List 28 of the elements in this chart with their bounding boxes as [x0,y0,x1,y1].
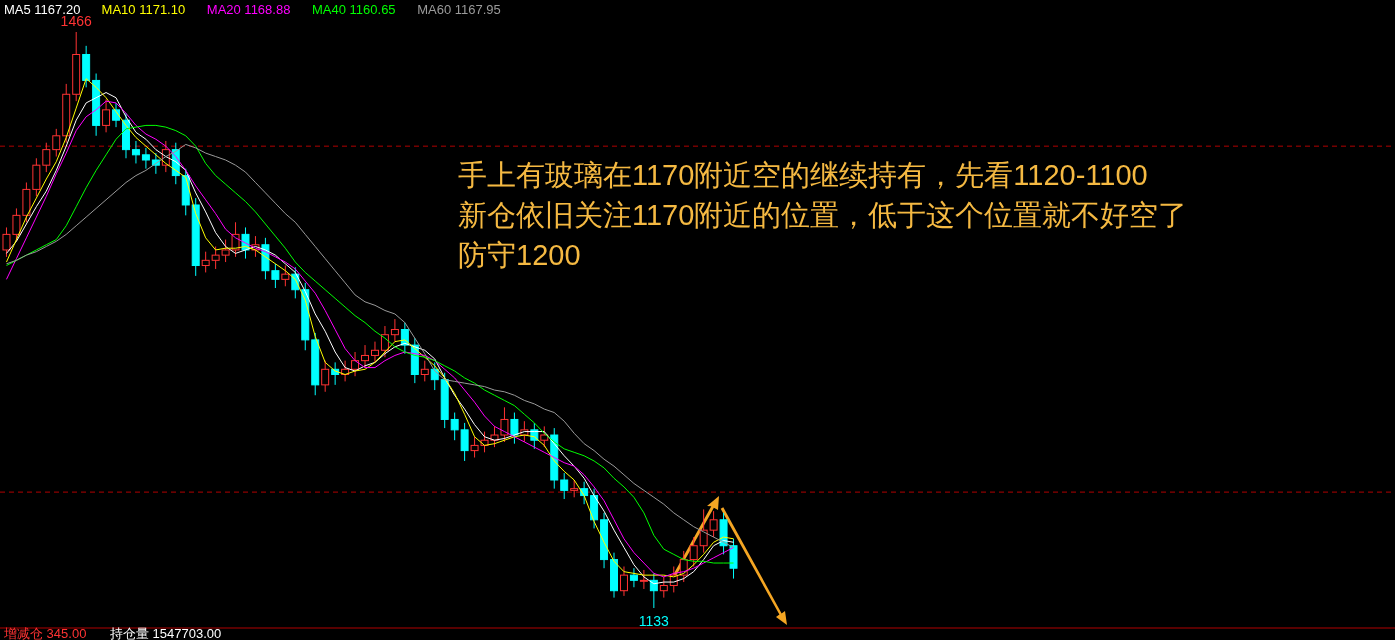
candlestick [659,576,668,599]
text: 增减仓 345.00 [3,626,87,640]
candlestick [560,472,569,500]
candlestick [619,565,628,597]
annotation: 防守1200 [458,239,581,271]
candlestick [131,140,140,164]
candlestick [52,128,61,158]
text: MA20 1168.88 [206,2,291,17]
candlestick [370,341,379,363]
candlestick [102,98,111,133]
candlestick [141,147,150,170]
candlestick [639,569,648,590]
annotation: 手上有玻璃在1170附近空的继续持有，先看1120-1100 [458,159,1148,191]
candlestick [689,536,698,567]
text: 持仓量 1547703.00 [110,626,222,640]
candlestick [390,318,399,343]
text: MA40 1160.65 [312,2,396,17]
text: MA10 1171.10 [101,2,186,17]
candlestick [361,344,370,369]
candlestick [281,265,290,287]
candlestick [629,567,638,588]
annotation: 新仓依旧关注1170附近的位置，低于这个位置就不好空了 [458,199,1188,231]
candlestick [510,412,519,445]
candlestick [420,360,429,382]
annotation: 1133 [638,613,670,629]
text: MA60 1167.95 [417,2,501,17]
candlestick [729,538,738,580]
candlestick [42,142,51,173]
